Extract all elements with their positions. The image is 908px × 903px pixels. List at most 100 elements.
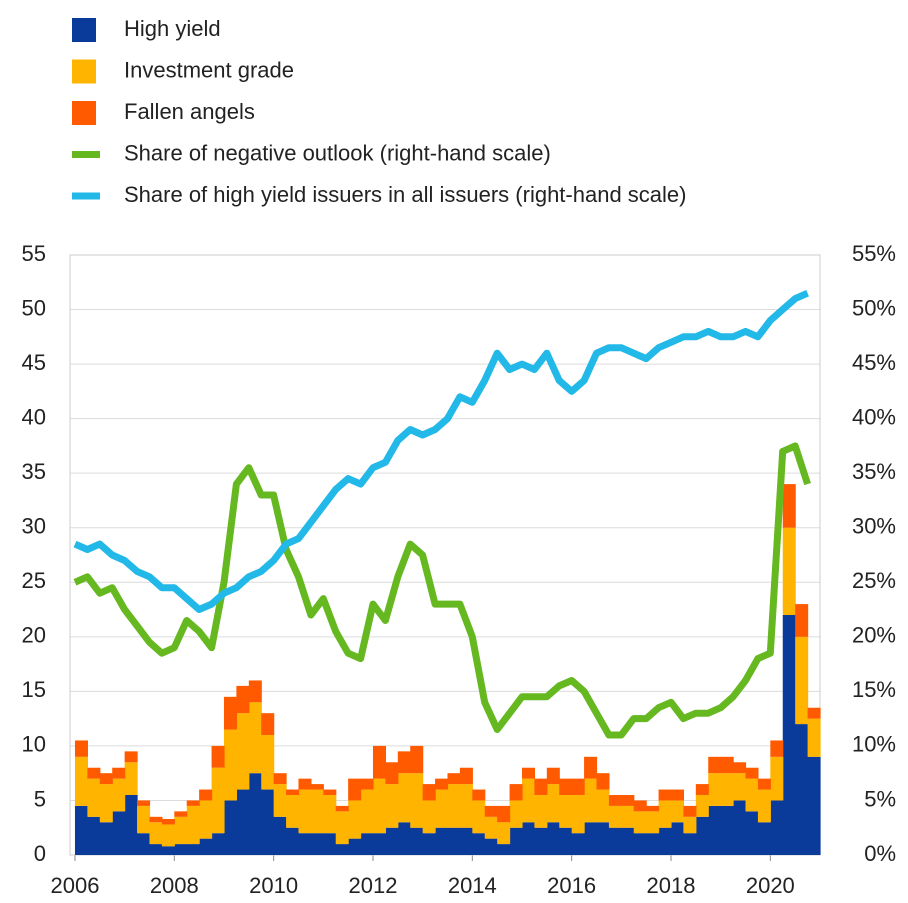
- area-segment: [733, 773, 747, 801]
- area-segment: [472, 789, 486, 801]
- area-segment: [745, 778, 759, 812]
- y-tick-label: 25: [22, 568, 46, 593]
- area-segment: [112, 767, 126, 779]
- area-segment: [211, 767, 225, 834]
- area-segment: [472, 833, 486, 855]
- area-segment: [795, 604, 809, 637]
- y2-tick-label: 30%: [852, 514, 896, 539]
- x-tick-label: 2014: [448, 873, 497, 898]
- area-segment: [670, 822, 685, 855]
- area-segment: [670, 800, 685, 823]
- area-segment: [708, 773, 722, 806]
- area-segment: [670, 789, 685, 801]
- y2-tick-label: 40%: [852, 404, 896, 429]
- area-segment: [658, 789, 672, 801]
- area-segment: [348, 800, 362, 839]
- area-segment: [584, 778, 598, 823]
- area-segment: [459, 827, 473, 855]
- area-segment: [447, 773, 461, 785]
- area-segment: [323, 789, 337, 795]
- area-segment: [199, 838, 213, 855]
- area-segment: [633, 833, 647, 855]
- area-segment: [236, 685, 250, 714]
- area-segment: [435, 827, 449, 855]
- area-segment: [248, 702, 262, 774]
- area-segment: [695, 816, 709, 855]
- area-segment: [137, 805, 151, 834]
- area-segment: [397, 822, 411, 855]
- area-segment: [770, 740, 784, 757]
- area-segment: [74, 740, 88, 757]
- area-segment: [733, 800, 747, 855]
- y-tick-label: 20: [22, 623, 46, 648]
- area-segment: [546, 784, 560, 823]
- legend-swatch: [72, 18, 96, 42]
- area-segment: [211, 745, 225, 768]
- area-segment: [186, 805, 200, 845]
- area-segment: [559, 778, 573, 795]
- y-tick-label: 10: [22, 732, 46, 757]
- area-segment: [310, 784, 324, 790]
- line: [73, 289, 809, 613]
- area-segment: [298, 833, 312, 855]
- area-segment: [521, 767, 536, 779]
- area-segment: [323, 833, 337, 855]
- legend-label: Fallen angels: [124, 99, 255, 124]
- area-segment: [497, 822, 511, 845]
- area-segment: [124, 795, 138, 855]
- area-segment: [497, 844, 511, 855]
- area-segment: [782, 484, 796, 528]
- area-segment: [199, 789, 213, 801]
- area-segment: [149, 816, 163, 823]
- y-tick-label: 35: [22, 459, 46, 484]
- area-segment: [372, 778, 386, 834]
- area-segment: [720, 756, 734, 774]
- area-segment: [733, 762, 747, 774]
- area-segment: [422, 833, 436, 855]
- area-segment: [410, 827, 424, 855]
- y-tick-label: 40: [22, 404, 46, 429]
- area-segment: [422, 800, 436, 834]
- area-segment: [298, 789, 312, 834]
- area-segment: [360, 833, 374, 855]
- area-segment: [149, 822, 163, 845]
- area-segment: [658, 800, 672, 828]
- area-segment: [534, 827, 548, 855]
- area-segment: [608, 805, 622, 828]
- area-segment: [335, 805, 349, 812]
- area-segment: [87, 816, 101, 855]
- area-segment: [757, 778, 771, 790]
- area-segment: [683, 816, 697, 834]
- area-segment: [286, 795, 300, 828]
- area-segment: [584, 822, 598, 855]
- area-segment: [248, 773, 262, 855]
- area-segment: [646, 805, 660, 812]
- y2-tick-label: 25%: [852, 568, 896, 593]
- area-segment: [87, 778, 101, 817]
- area-segment: [509, 827, 523, 855]
- area-segment: [534, 795, 548, 828]
- area-segment: [397, 773, 411, 823]
- area-segment: [223, 696, 237, 730]
- area-segment: [99, 822, 113, 855]
- area-segment: [646, 833, 660, 855]
- y2-tick-label: 55%: [852, 241, 896, 266]
- area-segment: [571, 778, 585, 795]
- area-segment: [745, 811, 759, 855]
- area-segment: [410, 773, 424, 828]
- area-segment: [596, 773, 610, 790]
- y-tick-label: 0: [34, 841, 46, 866]
- area-segment: [782, 615, 796, 855]
- area-segment: [509, 800, 523, 828]
- legend-label: Share of negative outlook (right-hand sc…: [124, 140, 551, 165]
- area-segment: [608, 827, 622, 855]
- area-segment: [447, 784, 461, 828]
- y2-tick-label: 20%: [852, 623, 896, 648]
- area-segment: [720, 805, 734, 855]
- area-segment: [770, 800, 784, 855]
- area-segment: [273, 784, 287, 817]
- area-segment: [385, 827, 399, 855]
- area-segment: [509, 784, 523, 801]
- x-tick-label: 2006: [50, 873, 99, 898]
